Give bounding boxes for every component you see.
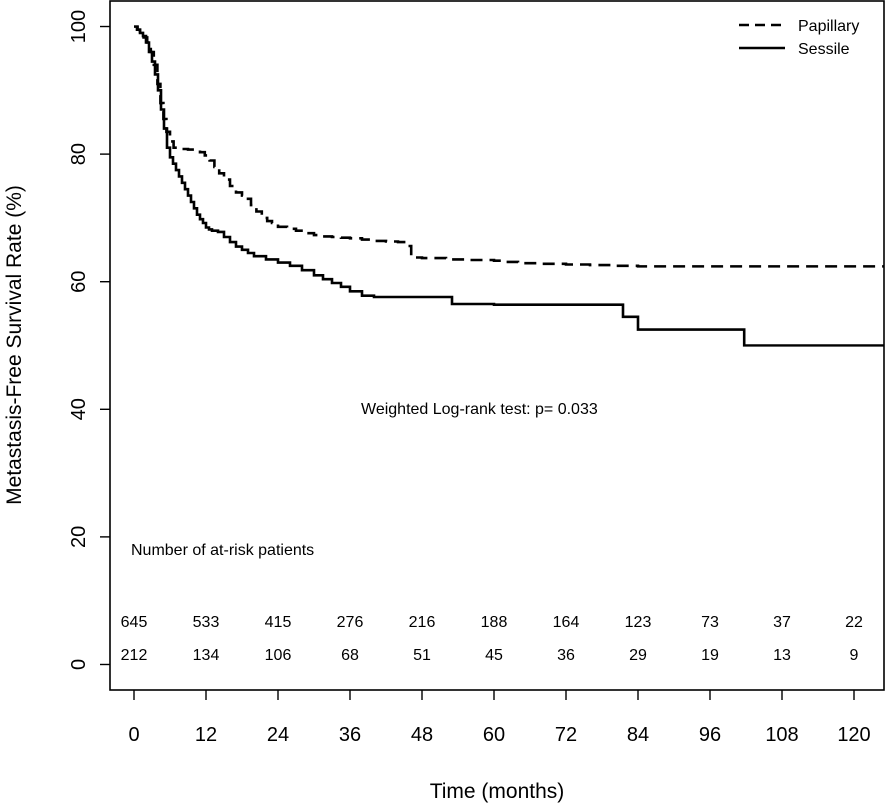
- legend-label-papillary: Papillary: [798, 18, 859, 35]
- risk-table: 645 533 415 276 216 188 164 123 73 37 22 212 134 106 6…: [121, 614, 863, 664]
- x-tick-label-36: 36: [339, 724, 361, 746]
- y-tick-label-100: 100: [68, 10, 90, 43]
- x-tick-label-120: 120: [837, 724, 870, 746]
- risk-count-sessile-12: 134: [193, 647, 220, 664]
- risk-count-sessile-0: 212: [121, 647, 148, 664]
- y-axis-title: Metastasis-Free Survival Rate (%): [3, 185, 26, 505]
- risk-count-papillary-72: 164: [553, 614, 580, 631]
- x-tick-label-84: 84: [627, 724, 649, 746]
- x-tick-label-24: 24: [267, 724, 289, 746]
- risk-count-papillary-12: 533: [193, 614, 220, 631]
- risk-count-papillary-120: 22: [845, 614, 863, 631]
- y-tick-label-40: 40: [68, 398, 90, 420]
- risk-count-papillary-84: 123: [625, 614, 652, 631]
- series-line-papillary: [134, 27, 884, 267]
- x-tick-label-12: 12: [195, 724, 217, 746]
- risk-count-sessile-96: 19: [701, 647, 719, 664]
- series-layer: [134, 27, 884, 346]
- y-tick-label-80: 80: [68, 143, 90, 165]
- risk-count-papillary-60: 188: [481, 614, 508, 631]
- risk-count-papillary-0: 645: [121, 614, 148, 631]
- x-tick-label-0: 0: [128, 724, 139, 746]
- risk-count-sessile-60: 45: [485, 647, 503, 664]
- x-tick-label-96: 96: [699, 724, 721, 746]
- x-axis-title: Time (months): [430, 780, 565, 803]
- risk-count-papillary-36: 276: [337, 614, 364, 631]
- risk-count-sessile-48: 51: [413, 647, 431, 664]
- y-tick-label-0: 0: [68, 659, 90, 670]
- risk-count-sessile-24: 106: [265, 647, 292, 664]
- risk-count-papillary-96: 73: [701, 614, 719, 631]
- y-tick-label-20: 20: [68, 526, 90, 548]
- risk-count-papillary-24: 415: [265, 614, 292, 631]
- x-tick-label-48: 48: [411, 724, 433, 746]
- risk-count-sessile-36: 68: [341, 647, 359, 664]
- x-axis: 0 12 24 36 48 60 72 84 96 108 120: [128, 690, 871, 746]
- x-tick-label-72: 72: [555, 724, 577, 746]
- series-line-sessile: [134, 27, 884, 346]
- risk-count-sessile-84: 29: [629, 647, 647, 664]
- risk-count-papillary-48: 216: [409, 614, 436, 631]
- legend: Papillary Sessile: [739, 18, 859, 58]
- risk-count-sessile-108: 13: [773, 647, 791, 664]
- legend-label-sessile: Sessile: [798, 41, 850, 58]
- logrank-annotation: Weighted Log-rank test: p= 0.033: [361, 401, 598, 418]
- risk-count-sessile-120: 9: [850, 647, 859, 664]
- x-tick-label-60: 60: [483, 724, 505, 746]
- x-tick-label-108: 108: [765, 724, 798, 746]
- y-tick-label-60: 60: [68, 271, 90, 293]
- y-axis: 0 20 40 60 80 100: [68, 10, 110, 670]
- risk-count-papillary-108: 37: [773, 614, 791, 631]
- risk-table-title: Number of at-risk patients: [131, 542, 314, 559]
- risk-count-sessile-72: 36: [557, 647, 575, 664]
